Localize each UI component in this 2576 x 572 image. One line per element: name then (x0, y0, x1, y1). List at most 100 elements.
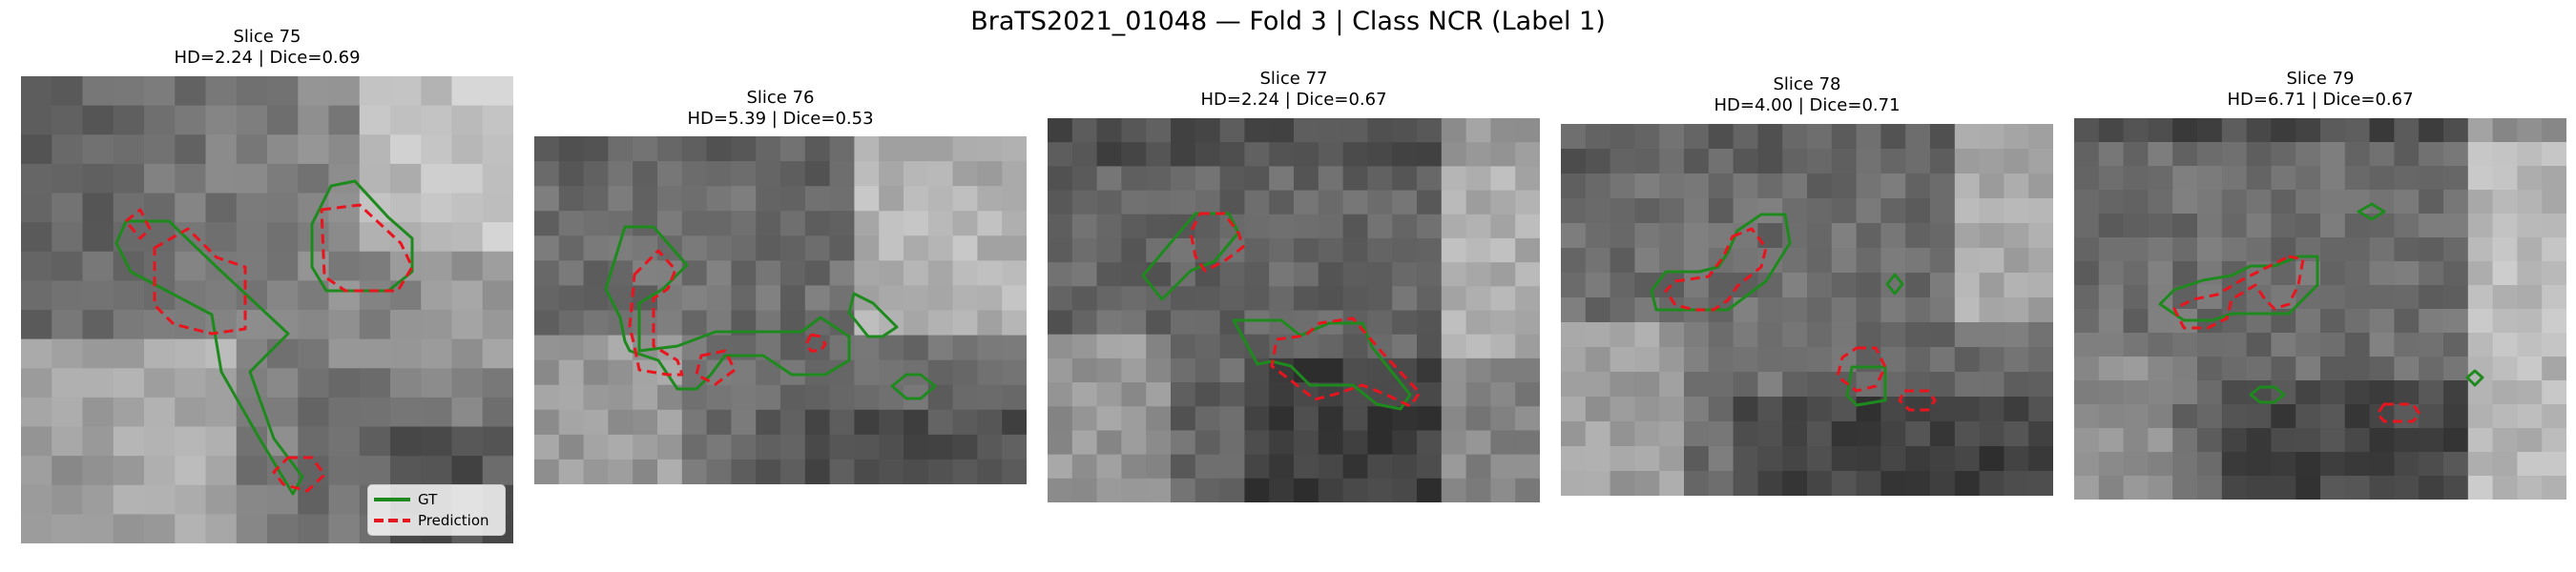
mri-pixel (534, 409, 560, 436)
mri-pixel (854, 384, 880, 411)
panel-5-image (2074, 118, 2566, 500)
mri-pixel (608, 409, 634, 436)
mri-pixel (113, 368, 145, 398)
mri-pixel (1561, 223, 1587, 249)
mri-pixel (328, 163, 361, 194)
mri-pixel (1954, 297, 1981, 323)
mri-pixel (2320, 118, 2346, 143)
mri-pixel (1096, 190, 1122, 215)
mri-pixel (298, 105, 330, 135)
mri-pixel (1757, 124, 1783, 150)
mri-pixel (1219, 118, 1245, 143)
mri-pixel (21, 134, 52, 165)
mri-pixel (608, 434, 634, 460)
mri-pixel (2074, 333, 2100, 358)
mri-pixel (298, 76, 330, 107)
mri-pixel (1684, 397, 1710, 422)
mri-pixel (1807, 421, 1833, 447)
mri-pixel (657, 186, 683, 212)
mri-pixel (2467, 309, 2494, 334)
mri-pixel (1294, 118, 1319, 143)
mri-pixel (681, 136, 708, 162)
mri-pixel (1856, 149, 1881, 174)
mri-pixel (1171, 478, 1196, 502)
mri-pixel (583, 211, 609, 236)
mri-pixel (608, 359, 634, 386)
mri-pixel (298, 310, 330, 340)
mri-pixel (175, 76, 207, 107)
mri-pixel (2197, 428, 2223, 453)
mri-pixel (977, 459, 1003, 484)
mri-pixel (1071, 382, 1098, 407)
mri-pixel (756, 136, 781, 162)
mri-pixel (1002, 409, 1027, 436)
mri-pixel (1146, 430, 1172, 456)
mri-pixel (421, 456, 453, 486)
mri-pixel (1441, 406, 1467, 432)
gt-contour (310, 179, 414, 293)
mri-pixel (904, 335, 929, 361)
mri-pixel (854, 335, 880, 361)
mri-pixel (1831, 471, 1858, 496)
mri-pixel (1930, 198, 1956, 224)
mri-pixel (144, 397, 176, 428)
mri-pixel (1195, 406, 1221, 432)
mri-pixel (1048, 430, 1073, 456)
mri-pixel (205, 280, 238, 311)
mri-pixel (2443, 357, 2469, 381)
mri-pixel (854, 409, 880, 436)
mri-pixel (1121, 382, 1147, 407)
mri-pixel (904, 260, 929, 287)
mri-pixel (829, 260, 855, 287)
mri-pixel (756, 459, 781, 484)
mri-pixel (2394, 166, 2420, 191)
prediction-contour (124, 208, 152, 240)
mri-pixel (2369, 237, 2395, 262)
mri-pixel (904, 459, 929, 484)
mri-pixel (583, 335, 609, 361)
mri-pixel (879, 359, 904, 386)
mri-pixel (927, 186, 954, 212)
mri-pixel (1905, 446, 1931, 472)
mri-pixel (1634, 149, 1660, 174)
mri-pixel (1634, 198, 1660, 224)
mri-pixel (1171, 382, 1196, 407)
mri-pixel (2320, 214, 2346, 238)
mri-pixel (2542, 428, 2566, 453)
mri-pixel (1634, 124, 1660, 150)
mri-pixel (2394, 118, 2420, 143)
mri-pixel (359, 163, 391, 194)
mri-pixel (1979, 124, 2005, 150)
mri-pixel (1831, 198, 1858, 224)
mri-pixel (1610, 297, 1635, 323)
mri-pixel (1294, 478, 1319, 502)
mri-pixel (2492, 237, 2518, 262)
mri-pixel (2394, 452, 2420, 477)
mri-pixel (829, 186, 855, 212)
mri-pixel (2320, 380, 2346, 405)
mri-pixel (2004, 174, 2029, 199)
mri-pixel (1831, 372, 1858, 398)
mri-pixel (1515, 406, 1540, 432)
mri-pixel (236, 514, 268, 543)
mri-pixel (879, 335, 904, 361)
mri-pixel (1071, 478, 1098, 502)
mri-pixel (482, 251, 513, 281)
mri-pixel (2542, 166, 2566, 191)
mri-pixel (2197, 333, 2223, 358)
mri-pixel (1171, 454, 1196, 480)
mri-pixel (1490, 454, 1516, 480)
mri-pixel (1930, 124, 1956, 150)
mri-pixel (328, 76, 361, 107)
mri-pixel (236, 456, 268, 486)
mri-pixel (1441, 310, 1467, 336)
mri-pixel (904, 161, 929, 187)
mri-pixel (82, 76, 114, 107)
mri-pixel (1490, 406, 1516, 432)
mri-pixel (2492, 214, 2518, 238)
mri-pixel (1441, 478, 1467, 502)
mri-pixel (1905, 347, 1931, 373)
mri-pixel (52, 163, 84, 194)
mri-pixel (2542, 309, 2566, 334)
mri-pixel (175, 426, 207, 457)
